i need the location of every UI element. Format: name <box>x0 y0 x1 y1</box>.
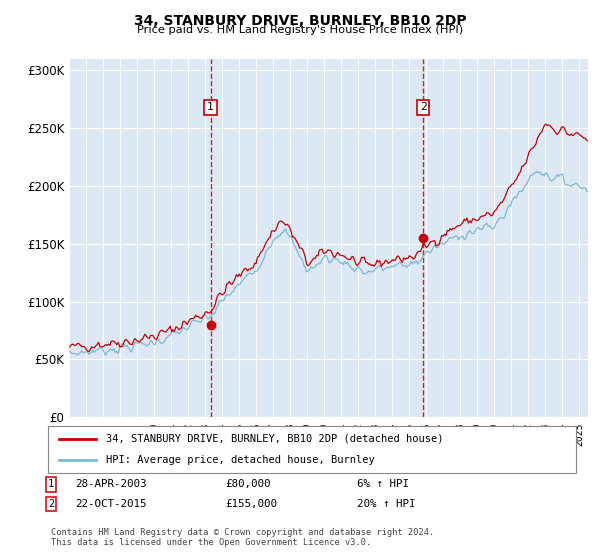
Text: 2: 2 <box>420 102 427 113</box>
Text: 20% ↑ HPI: 20% ↑ HPI <box>357 499 415 509</box>
Text: 1: 1 <box>48 479 54 489</box>
Text: 2: 2 <box>48 499 54 509</box>
Text: £80,000: £80,000 <box>225 479 271 489</box>
FancyBboxPatch shape <box>48 426 576 473</box>
Text: Contains HM Land Registry data © Crown copyright and database right 2024.
This d: Contains HM Land Registry data © Crown c… <box>51 528 434 547</box>
Text: Price paid vs. HM Land Registry's House Price Index (HPI): Price paid vs. HM Land Registry's House … <box>137 25 463 35</box>
Text: 1: 1 <box>207 102 214 113</box>
Text: £155,000: £155,000 <box>225 499 277 509</box>
Text: 28-APR-2003: 28-APR-2003 <box>75 479 146 489</box>
Text: HPI: Average price, detached house, Burnley: HPI: Average price, detached house, Burn… <box>106 455 375 465</box>
Text: 34, STANBURY DRIVE, BURNLEY, BB10 2DP (detached house): 34, STANBURY DRIVE, BURNLEY, BB10 2DP (d… <box>106 434 443 444</box>
Text: 22-OCT-2015: 22-OCT-2015 <box>75 499 146 509</box>
Text: 6% ↑ HPI: 6% ↑ HPI <box>357 479 409 489</box>
Text: 34, STANBURY DRIVE, BURNLEY, BB10 2DP: 34, STANBURY DRIVE, BURNLEY, BB10 2DP <box>134 14 466 28</box>
